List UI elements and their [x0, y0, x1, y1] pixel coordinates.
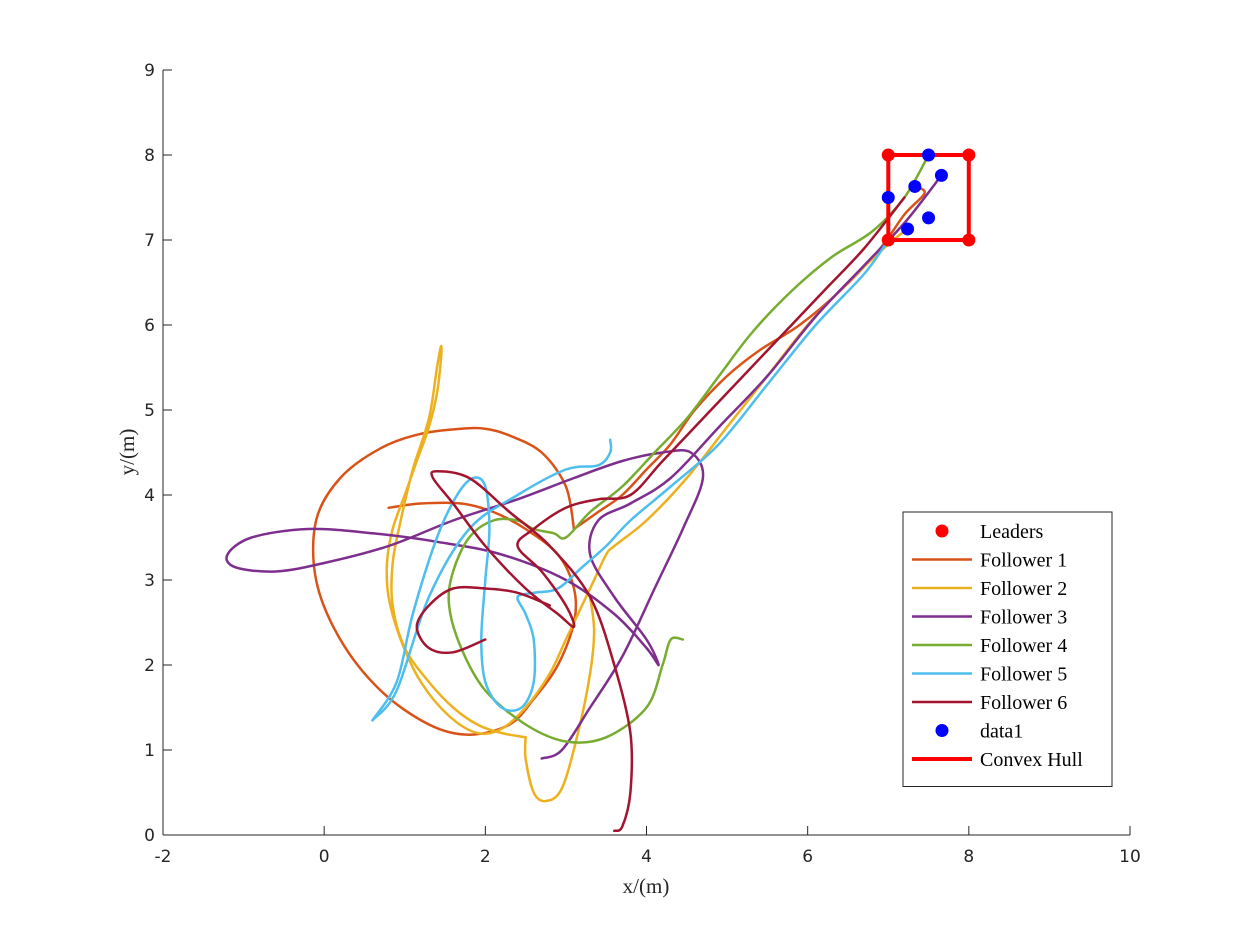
legend-label-follower-5: Follower 5	[980, 664, 1067, 686]
y-tick-label: 8	[144, 146, 155, 166]
legend-label-data1: data1	[980, 721, 1023, 743]
x-tick-label: 4	[641, 847, 652, 867]
follower-6-trajectory	[415, 585, 552, 655]
leader-point	[881, 233, 895, 247]
plot-area	[225, 148, 976, 833]
follower-1-trajectory	[572, 185, 926, 531]
y-axis-label: y/(m)	[115, 429, 139, 476]
data1-point	[922, 211, 936, 225]
x-tick-label: -2	[155, 847, 172, 867]
legend-box	[902, 511, 1113, 787]
follower-5-trajectory	[371, 438, 613, 722]
x-tick-label: 6	[802, 847, 813, 867]
y-tick-label: 7	[144, 231, 155, 251]
y-tick-label: 6	[144, 316, 155, 336]
leader-point	[962, 148, 976, 162]
follower-3-trajectory	[225, 174, 943, 760]
legend-label-convex-hull: Convex Hull	[980, 749, 1083, 771]
legend-swatch-leaders	[935, 524, 949, 538]
x-axis-label: x/(m)	[623, 874, 670, 898]
data1-point	[881, 191, 895, 204]
legend-label-follower-2: Follower 2	[980, 578, 1067, 600]
legend-label-follower-6: Follower 6	[980, 692, 1067, 714]
x-tick-label: 2	[480, 847, 491, 867]
legend-label-follower-3: Follower 3	[980, 607, 1067, 629]
y-tick-label: 1	[144, 741, 155, 761]
y-tick-label: 9	[144, 61, 155, 81]
y-tick-label: 2	[144, 656, 155, 676]
y-tick-label: 4	[144, 486, 155, 506]
follower-5-trajectory	[371, 238, 890, 722]
data1-point	[901, 222, 915, 236]
legend-label-follower-1: Follower 1	[980, 550, 1067, 572]
follower-2-trajectory	[385, 227, 909, 739]
x-tick-label: 0	[319, 847, 330, 867]
y-tick-label: 0	[144, 826, 155, 846]
legend: Leaders Follower 1 Follower 2 Follower 3 Fol…	[902, 511, 1113, 787]
x-tick-label: 10	[1119, 847, 1141, 867]
data1-point	[922, 148, 936, 162]
follower-6-trajectory	[430, 196, 906, 833]
data1-point	[934, 168, 948, 182]
y-tick-label: 5	[144, 401, 155, 421]
legend-label-follower-4: Follower 4	[980, 635, 1067, 657]
y-tick-label: 3	[144, 571, 155, 591]
leader-point	[881, 148, 895, 162]
leader-point	[962, 233, 976, 247]
data1-point	[908, 179, 922, 193]
legend-label-leaders: Leaders	[980, 521, 1044, 543]
legend-swatch-data1	[935, 724, 949, 737]
follower-2-trajectory	[523, 595, 596, 803]
x-tick-label: 8	[963, 847, 974, 867]
